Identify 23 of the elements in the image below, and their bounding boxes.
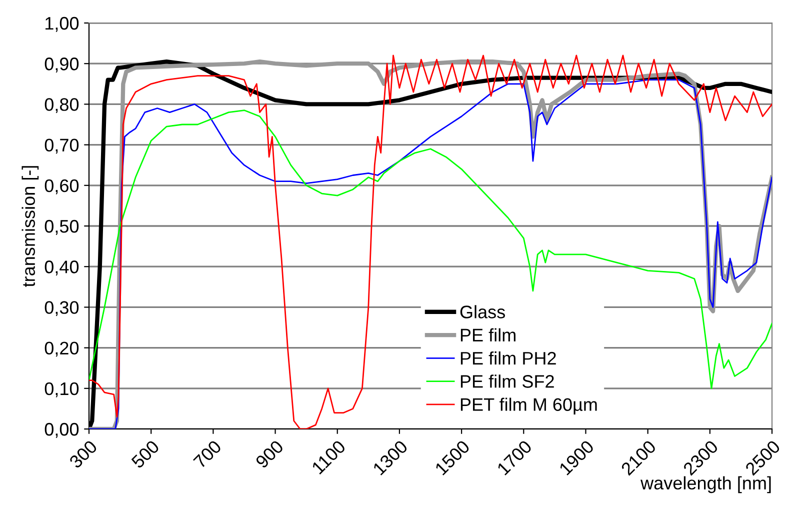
y-tick-label: 0,60 — [44, 179, 79, 194]
line-series — [89, 110, 772, 390]
x-tick-label: 500 — [130, 440, 160, 469]
y-tick-label: 0,40 — [44, 260, 79, 276]
y-axis-title: transmission [-] — [22, 166, 39, 287]
y-tick-label: 0,90 — [44, 58, 79, 72]
y-tick-label: 0,10 — [44, 382, 79, 398]
y-tick-label: 0,20 — [44, 342, 79, 357]
y-tick-label: 0,80 — [44, 98, 79, 114]
legend-label: PE film SF2 — [460, 374, 554, 388]
legend-label: PE film PH2 — [460, 351, 556, 365]
legend-label: Glass — [460, 305, 505, 318]
y-tick-label: 1,00 — [46, 16, 79, 32]
y-tick-label: 0,00 — [44, 422, 79, 438]
y-tick-label: 0,70 — [44, 138, 79, 154]
legend-label: PET film M 60µm — [460, 398, 597, 415]
x-tick-label: 700 — [192, 440, 222, 469]
legend-label: PE film — [460, 328, 516, 342]
y-tick-label: 0,50 — [44, 220, 79, 235]
x-tick-label: 900 — [254, 440, 284, 469]
y-tick-label: 0,30 — [44, 301, 79, 316]
x-tick-label: 300 — [68, 440, 98, 469]
x-axis-title: wavelength [nm] — [640, 476, 771, 494]
